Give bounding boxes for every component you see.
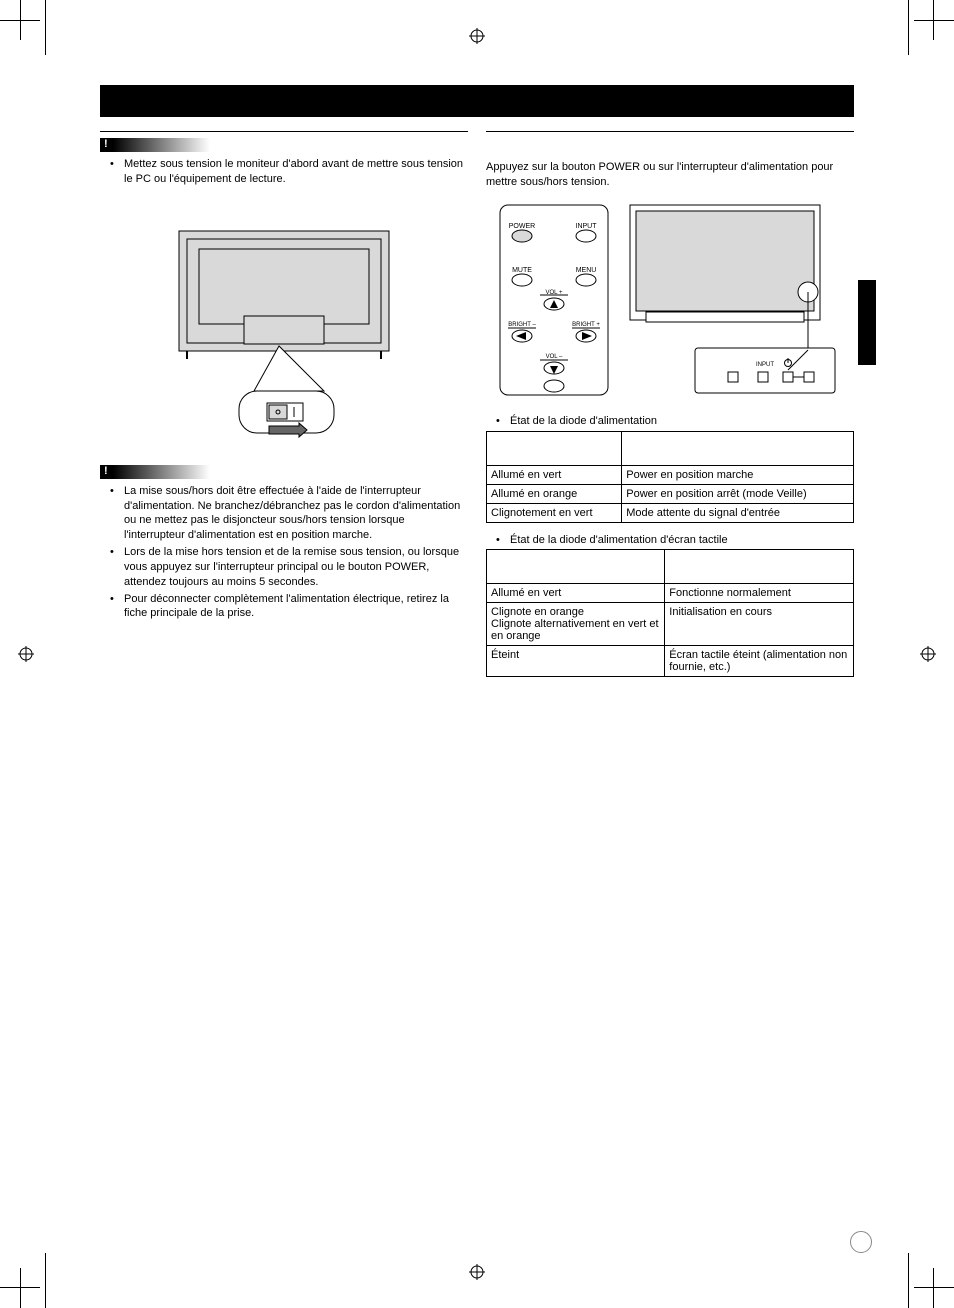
table-row: Allumé en vertFonctionne normalement [487,584,854,603]
crop-mark [908,1253,909,1308]
caution-list-2: La mise sous/hors doit être effectuée à … [100,484,468,622]
table-row: Allumé en vertPower en position marche [487,465,854,484]
list-item: La mise sous/hors doit être effectuée à … [114,484,468,543]
registration-mark-icon [469,1264,485,1280]
caution-list: Mettez sous tension le moniteur d'abord … [100,157,468,187]
remote-input-label: INPUT [576,223,598,230]
divider [486,131,854,132]
table2-heading: État de la diode d'alimentation d'écran … [486,533,854,548]
touch-led-status-table: Allumé en vertFonctionne normalement Cli… [486,549,854,677]
table-row: Clignote en orange Clignote alternativem… [487,603,854,646]
table-header [622,431,854,465]
registration-mark-icon [18,646,34,662]
table-row: Clignotement en vertMode attente du sign… [487,503,854,522]
crop-mark [45,1253,46,1308]
remote-power-label: POWER [509,223,535,230]
page-number [850,1231,872,1253]
list-item: Lors de la mise hors tension et de la re… [114,545,468,590]
table-header [487,431,622,465]
crop-mark [914,1287,954,1288]
table-row: ÉteintÉcran tactile éteint (alimentation… [487,646,854,677]
table-row: Allumé en orangePower en position arrêt … [487,484,854,503]
list-item: Pour déconnecter complètement l'alimenta… [114,592,468,622]
svg-text:BRIGHT –: BRIGHT – [508,322,536,328]
crop-mark [908,0,909,55]
section-title-bar [100,85,854,117]
crop-mark [914,20,954,21]
language-tab [858,280,876,365]
crop-mark [45,0,46,55]
power-led-status-table: Allumé en vertPower en position marche A… [486,431,854,523]
left-column: Mettez sous tension le moniteur d'abord … [100,131,468,687]
intro-text: Appuyez sur la bouton POWER ou sur l'int… [486,160,854,190]
list-item: Mettez sous tension le moniteur d'abord … [114,157,468,187]
svg-text:BRIGHT +: BRIGHT + [572,322,600,328]
remote-and-panel-figure: POWER INPUT MUTE MENU VOL + BRIGHT – [486,200,854,400]
list-item: État de la diode d'alimentation d'écran … [500,533,854,548]
monitor-rear-figure [100,211,468,441]
registration-mark-icon [469,28,485,44]
svg-text:VOL –: VOL – [546,354,563,360]
right-column: Appuyez sur la bouton POWER ou sur l'int… [486,131,854,687]
crop-mark [933,1268,934,1308]
table1-heading: État de la diode d'alimentation [486,414,854,429]
svg-text:MUTE: MUTE [512,267,532,274]
list-item: État de la diode d'alimentation [500,414,854,429]
crop-mark [0,1287,40,1288]
table-header [487,550,665,584]
caution-label [100,138,210,152]
divider [100,131,468,132]
crop-mark [0,20,40,21]
caution-label [100,465,210,479]
table-header [665,550,854,584]
svg-text:MENU: MENU [576,267,597,274]
registration-mark-icon [920,646,936,662]
svg-text:INPUT: INPUT [756,362,774,368]
crop-mark [20,1268,21,1308]
